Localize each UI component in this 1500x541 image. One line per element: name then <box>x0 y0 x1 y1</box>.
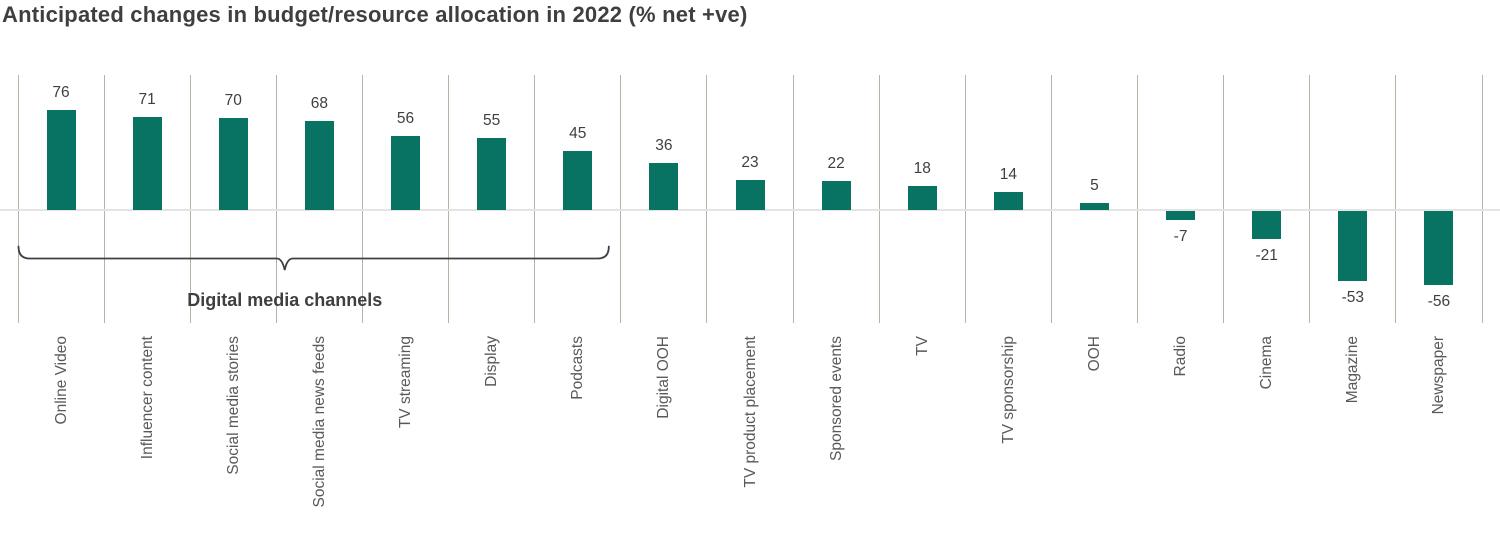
bar-social-media-stories <box>218 118 248 210</box>
category-gridline <box>964 75 966 323</box>
bar-sponsored-events <box>821 181 851 210</box>
category-gridline <box>1309 75 1311 323</box>
bar-newspaper <box>1424 211 1454 285</box>
value-label: 76 <box>52 84 70 101</box>
category-gridline <box>534 75 536 323</box>
category-gridline <box>706 75 708 323</box>
zero-baseline <box>0 209 1500 211</box>
category-gridline <box>448 75 450 323</box>
bar-digital-ooh <box>649 163 679 210</box>
bar-tv-sponsorship <box>993 192 1023 210</box>
bar-tv <box>907 186 937 210</box>
value-label: 14 <box>999 166 1017 183</box>
bar-display <box>477 138 507 210</box>
bar-magazine <box>1338 211 1368 281</box>
value-label: -56 <box>1427 293 1451 310</box>
value-label: 45 <box>569 125 587 142</box>
category-gridline <box>1137 75 1139 323</box>
bracket-label: Digital media channels <box>187 290 383 310</box>
value-label: 71 <box>138 91 156 108</box>
category-gridline <box>1395 75 1397 323</box>
value-label: -21 <box>1255 247 1278 264</box>
bracket-curly-brace <box>17 245 610 271</box>
value-label: 68 <box>310 95 329 112</box>
category-gridline <box>1223 75 1225 323</box>
value-label: 18 <box>913 160 931 177</box>
bar-social-media-news-feeds <box>304 121 334 210</box>
category-gridline <box>620 75 622 323</box>
bar-podcasts <box>563 151 593 210</box>
value-label: 36 <box>655 137 673 154</box>
category-gridline <box>878 75 880 323</box>
bar-ooh <box>1079 203 1109 210</box>
category-gridline <box>792 75 794 323</box>
value-label: -53 <box>1341 289 1365 306</box>
category-gridline <box>275 75 277 323</box>
value-label: -7 <box>1173 228 1188 245</box>
chart-title: Anticipated changes in budget/resource a… <box>2 2 748 27</box>
value-label: 23 <box>741 154 759 171</box>
value-label: 70 <box>224 92 242 109</box>
value-label: 22 <box>827 155 845 172</box>
bar-influencer-content <box>132 117 162 210</box>
category-gridline <box>1481 75 1483 323</box>
category-gridline <box>189 75 191 323</box>
bar-radio <box>1166 211 1196 220</box>
bar-online-video <box>46 110 76 210</box>
bar-tv-product-placement <box>735 180 765 210</box>
category-gridline <box>103 75 105 323</box>
bar-cinema <box>1252 211 1282 239</box>
value-label: 5 <box>1090 177 1099 194</box>
value-label: 56 <box>396 110 415 127</box>
category-gridline <box>17 75 19 323</box>
value-label: 55 <box>483 112 501 129</box>
bar-tv-streaming <box>391 136 421 210</box>
category-gridline <box>1050 75 1052 323</box>
category-gridline <box>361 75 363 323</box>
